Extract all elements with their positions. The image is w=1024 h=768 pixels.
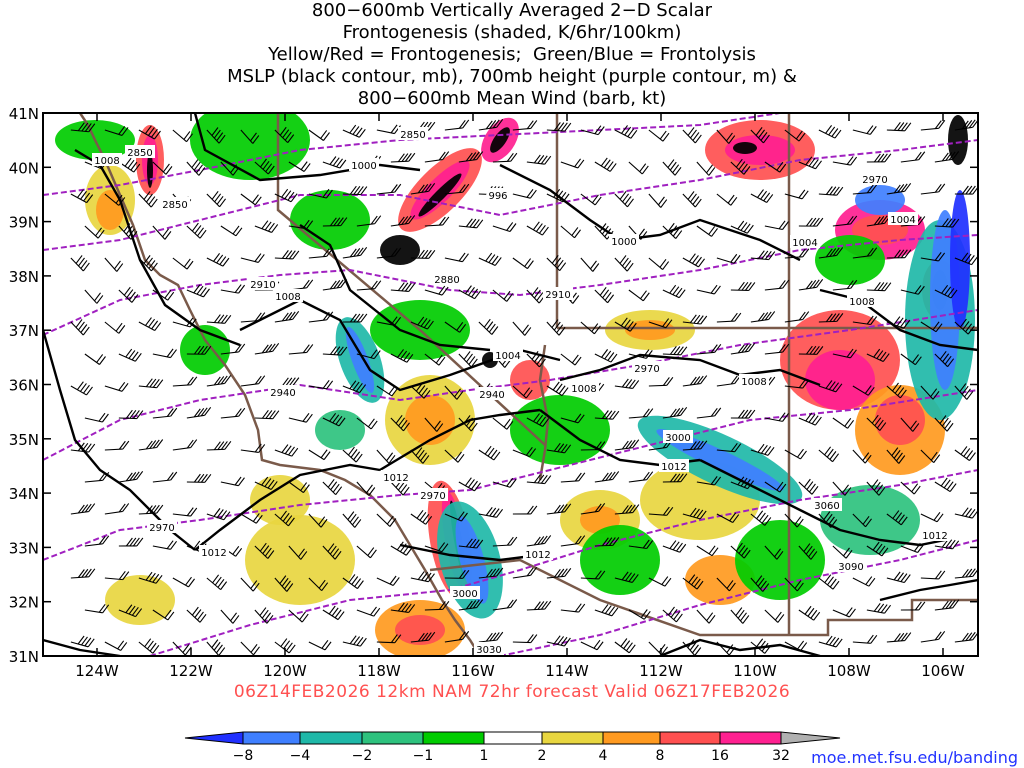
height-contour-label: 2880: [434, 275, 459, 286]
lat-tick-label: 37N: [9, 322, 39, 340]
map-area: 1008 1000 996 1000 1004 1008 1004 1008 1008 1004 1…: [43, 113, 978, 656]
colorbar-level-label: 32: [772, 748, 790, 764]
mslp-contour-label: 1008: [849, 297, 874, 308]
mslp-contour-label: 1004: [792, 238, 817, 249]
title-line-2: Frontogenesis (shaded, K/6hr/100km): [342, 22, 682, 43]
title-line-3: Yellow/Red = Frontogenesis; Green/Blue =…: [268, 44, 756, 65]
lon-tick-label: 108W: [827, 662, 871, 680]
height-contour-label: 2850: [127, 148, 152, 159]
height-contour-label: 2970: [149, 523, 174, 534]
lon-tick-label: 106W: [921, 662, 965, 680]
height-contour-label: 3060: [814, 501, 839, 512]
lat-tick-label: 35N: [9, 431, 39, 449]
lat-tick-label: 34N: [9, 485, 39, 503]
title-line-1: 800−600mb Vertically Averaged 2−D Scalar: [311, 0, 713, 21]
lat-tick-label: 32N: [9, 594, 39, 612]
coastline: [78, 113, 444, 601]
mslp-contour-label: 1000: [351, 161, 376, 172]
height-contour-label: 3030: [476, 645, 501, 656]
height-contour-label: 2910: [545, 290, 570, 301]
mslp-contour-label: 996: [488, 191, 507, 202]
height-contour-label: 2850: [400, 130, 425, 141]
mslp-contour-label: 1012: [525, 550, 550, 561]
lat-tick-label: 31N: [9, 648, 39, 666]
height-contour-label: 2940: [479, 390, 504, 401]
mslp-contour-label: 1008: [741, 377, 766, 388]
lat-tick-label: 33N: [9, 539, 39, 557]
mslp-contour-label: 1012: [661, 462, 686, 473]
height-contour-label: 3000: [665, 433, 690, 444]
colorbar: −8 −4 −2 −1 1 2 4 8 16 32: [184, 731, 841, 764]
mslp-contours: [43, 113, 978, 656]
lon-tick-label: 112W: [639, 662, 683, 680]
lat-tick-label: 41N: [9, 105, 39, 123]
axes: 124W 122W 120W 118W 116W 114W 112W 110W 108W 106W…: [9, 105, 978, 680]
contour-labels: 1008 1000 996 1000 1004 1008 1004 1008 1008 1004 1…: [92, 127, 950, 656]
mslp-contour-label: 1000: [611, 237, 636, 248]
mslp-contour-label: 1012: [383, 473, 408, 484]
lon-tick-label: 116W: [451, 662, 495, 680]
forecast-valid-time: 06Z14FEB2026 12km NAM 72hr forecast Vali…: [233, 682, 791, 702]
mslp-contour-label: 1004: [890, 215, 915, 226]
title-line-5: 800−600mb Mean Wind (barb, kt): [357, 88, 667, 109]
colorbar-level-label: 8: [656, 748, 665, 764]
lon-tick-label: 114W: [545, 662, 589, 680]
lat-tick-label: 40N: [9, 159, 39, 177]
title-line-4: MSLP (black contour, mb), 700mb height (…: [227, 66, 797, 87]
mslp-contour-label: 1008: [571, 384, 596, 395]
mslp-contour-label: 1012: [201, 548, 226, 559]
lon-tick-label: 120W: [263, 662, 307, 680]
colorbar-level-label: −4: [290, 748, 311, 764]
lon-tick-label: 118W: [357, 662, 401, 680]
lon-tick-label: 122W: [169, 662, 213, 680]
colorbar-level-label: 2: [538, 748, 547, 764]
height-contour-label: 2970: [862, 175, 887, 186]
mslp-contour-label: 1004: [495, 351, 520, 362]
colorbar-level-label: −1: [413, 748, 434, 764]
height-contour-label: 2940: [270, 388, 295, 399]
lat-tick-label: 38N: [9, 268, 39, 286]
colorbar-level-label: −2: [352, 748, 373, 764]
source-credit: moe.met.fsu.edu/banding: [811, 748, 1018, 767]
height-contour-label: 2910: [250, 280, 275, 291]
border-az-mx: [429, 558, 978, 637]
colorbar-level-label: −8: [233, 748, 254, 764]
height-contour-label: 3000: [452, 589, 477, 600]
mslp-contour-label: 1008: [94, 156, 119, 167]
lon-tick-label: 110W: [733, 662, 777, 680]
mslp-contour-label: 1008: [275, 292, 300, 303]
mslp-contour-label: 1012: [922, 531, 947, 542]
lat-tick-label: 39N: [9, 214, 39, 232]
lat-tick-label: 36N: [9, 377, 39, 395]
wind-barbs: [70, 118, 978, 656]
height-contour-label: 3090: [838, 562, 863, 573]
height-contour-label: 2850: [162, 200, 187, 211]
colorbar-level-label: 1: [480, 748, 489, 764]
height-contour-label: 2970: [420, 491, 445, 502]
colorbar-level-label: 4: [599, 748, 608, 764]
lon-tick-label: 124W: [75, 662, 119, 680]
colorbar-level-label: 16: [711, 748, 729, 764]
height-contour-label: 2970: [634, 364, 659, 375]
